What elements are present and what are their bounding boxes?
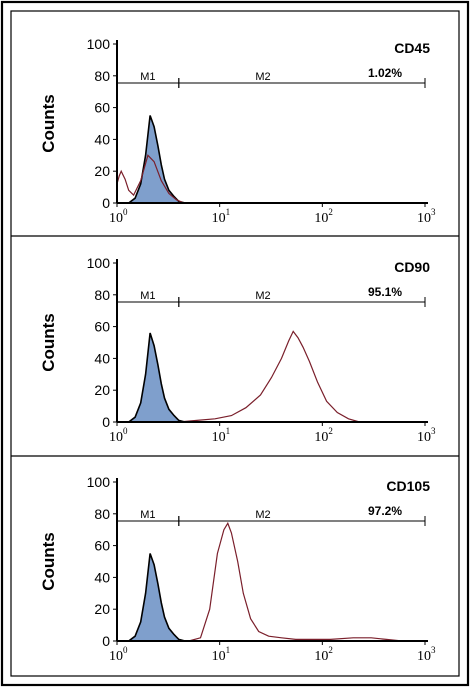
x-tick-exponent: 0 <box>123 426 128 436</box>
y-tick-label: 80 <box>94 506 110 522</box>
x-tick-label: 10 <box>417 430 431 445</box>
y-tick-label: 100 <box>87 474 111 490</box>
x-tick-label: 10 <box>109 211 123 226</box>
stained-histogram <box>188 521 403 642</box>
x-tick-label: 10 <box>314 211 328 226</box>
x-tick-label: 10 <box>212 649 226 664</box>
x-tick-exponent: 1 <box>226 645 231 655</box>
x-tick-exponent: 3 <box>431 645 436 655</box>
x-tick-exponent: 2 <box>328 426 333 436</box>
isotype-histogram <box>126 332 186 423</box>
x-tick-label: 10 <box>314 430 328 445</box>
x-tick-exponent: 0 <box>123 645 128 655</box>
y-tick-label: 100 <box>87 36 111 52</box>
y-tick-label: 20 <box>94 382 110 398</box>
y-axis-label: Counts <box>39 532 58 591</box>
y-tick-label: 80 <box>94 287 110 303</box>
x-tick-label: 10 <box>109 430 123 445</box>
y-tick-label: 20 <box>94 601 110 617</box>
x-tick-exponent: 0 <box>123 207 128 217</box>
x-tick-label: 10 <box>314 649 328 664</box>
gate-label: M1 <box>140 290 155 302</box>
x-tick-exponent: 2 <box>328 207 333 217</box>
m2-percentage: 97.2% <box>368 504 402 518</box>
stained-histogram <box>116 154 185 204</box>
y-tick-label: 0 <box>102 633 110 649</box>
y-tick-label: 40 <box>94 569 110 585</box>
isotype-histogram <box>126 115 186 204</box>
y-tick-label: 0 <box>102 414 110 430</box>
x-tick-label: 10 <box>109 649 123 664</box>
m2-percentage: 95.1% <box>368 285 402 299</box>
m2-percentage: 1.02% <box>368 66 402 80</box>
y-tick-label: 60 <box>94 319 110 335</box>
y-tick-label: 20 <box>94 163 110 179</box>
x-tick-exponent: 1 <box>226 207 231 217</box>
isotype-histogram <box>126 553 186 642</box>
y-tick-label: 40 <box>94 350 110 366</box>
y-tick-label: 100 <box>87 255 111 271</box>
y-axis-label: Counts <box>39 313 58 372</box>
gate-label: M2 <box>255 290 270 302</box>
x-tick-exponent: 1 <box>226 426 231 436</box>
y-tick-label: 60 <box>94 538 110 554</box>
marker-title: CD45 <box>394 40 430 56</box>
y-axis-label: Counts <box>39 94 58 153</box>
x-tick-label: 10 <box>212 430 226 445</box>
y-tick-label: 60 <box>94 100 110 116</box>
x-tick-label: 10 <box>417 649 431 664</box>
gate-label: M2 <box>255 509 270 521</box>
x-tick-label: 10 <box>417 211 431 226</box>
gate-label: M1 <box>140 71 155 83</box>
x-tick-exponent: 3 <box>431 207 436 217</box>
gate-label: M1 <box>140 509 155 521</box>
gate-label: M2 <box>255 71 270 83</box>
y-tick-label: 80 <box>94 68 110 84</box>
x-tick-exponent: 3 <box>431 426 436 436</box>
y-tick-label: 0 <box>102 195 110 211</box>
stained-histogram <box>178 330 360 423</box>
figure-inner-border <box>10 10 460 677</box>
x-tick-exponent: 2 <box>328 645 333 655</box>
marker-title: CD105 <box>386 478 430 494</box>
x-tick-label: 10 <box>212 211 226 226</box>
y-tick-label: 40 <box>94 131 110 147</box>
marker-title: CD90 <box>394 259 430 275</box>
